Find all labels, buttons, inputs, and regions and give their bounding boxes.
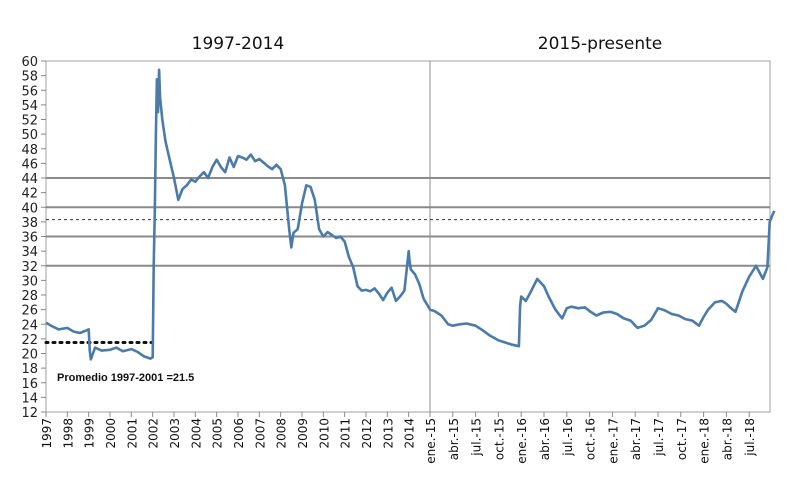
y-tick-label: 52 bbox=[21, 114, 38, 129]
x-tick-label: jul.-18 bbox=[743, 418, 757, 457]
x-tick-label: 1999 bbox=[83, 418, 97, 449]
x-tick-label: abr.-15 bbox=[447, 418, 461, 460]
y-tick-label: 48 bbox=[21, 143, 38, 158]
y-tick-label: 58 bbox=[21, 70, 38, 85]
y-tick-label: 20 bbox=[21, 348, 38, 363]
y-tick-label: 22 bbox=[21, 333, 38, 348]
y-tick-label: 36 bbox=[21, 231, 38, 246]
x-tick-label: abr.-18 bbox=[720, 418, 734, 460]
x-tick-label: 2006 bbox=[232, 418, 246, 449]
x-tick-label: 2012 bbox=[360, 418, 374, 449]
x-tick-label: 2011 bbox=[339, 418, 353, 449]
x-tick-label: oct.-17 bbox=[675, 418, 689, 460]
panel-title-left: 1997-2014 bbox=[192, 34, 285, 54]
x-tick-label: 2001 bbox=[125, 418, 139, 449]
y-axis: 1214161820222426283032343638404244464850… bbox=[21, 55, 46, 421]
x-tick-label: 2008 bbox=[275, 418, 289, 449]
series-line bbox=[45, 68, 776, 361]
y-tick-label: 16 bbox=[21, 377, 38, 392]
y-tick-label: 40 bbox=[21, 201, 38, 216]
y-tick-label: 42 bbox=[21, 187, 38, 202]
average-annotation: Promedio 1997-2001 =21.5 bbox=[57, 372, 194, 384]
y-tick-label: 60 bbox=[21, 55, 38, 70]
x-tick-label: ene.-17 bbox=[606, 418, 620, 464]
x-tick-label: 1998 bbox=[61, 418, 75, 449]
y-tick-label: 44 bbox=[21, 172, 38, 187]
x-tick-label: 2005 bbox=[211, 418, 225, 449]
x-tick-label: abr.-17 bbox=[629, 418, 643, 460]
y-tick-label: 56 bbox=[21, 84, 38, 99]
y-tick-label: 14 bbox=[21, 391, 38, 406]
panel-title-right: 2015-presente bbox=[538, 34, 662, 54]
x-tick-label: jul.-15 bbox=[470, 418, 484, 457]
y-tick-label: 24 bbox=[21, 318, 38, 333]
x-tick-label: 2003 bbox=[168, 418, 182, 449]
y-tick-label: 30 bbox=[21, 274, 38, 289]
x-tick-label: 2004 bbox=[189, 418, 203, 449]
x-tick-label: 2010 bbox=[317, 418, 331, 449]
y-tick-label: 38 bbox=[21, 216, 38, 231]
x-tick-label: 2002 bbox=[147, 418, 161, 449]
x-tick-label: 1997 bbox=[40, 418, 54, 449]
x-tick-label: jul.-16 bbox=[561, 418, 575, 457]
x-tick-label: 2014 bbox=[403, 418, 417, 449]
x-tick-label: ene.-16 bbox=[515, 418, 529, 464]
y-tick-label: 34 bbox=[21, 245, 38, 260]
x-tick-label: abr.-16 bbox=[538, 418, 552, 460]
x-tick-label: oct.-15 bbox=[492, 418, 506, 460]
x-tick-label: jul.-17 bbox=[652, 418, 666, 457]
y-tick-label: 28 bbox=[21, 289, 38, 304]
x-tick-label: 2009 bbox=[296, 418, 310, 449]
y-tick-label: 32 bbox=[21, 260, 38, 275]
y-tick-label: 50 bbox=[21, 128, 38, 143]
y-tick-label: 26 bbox=[21, 304, 38, 319]
x-tick-label: oct.-16 bbox=[584, 418, 598, 460]
y-tick-label: 12 bbox=[21, 406, 38, 421]
y-tick-label: 46 bbox=[21, 157, 38, 172]
x-axis: 1997 1998 1999 2000 2001 2002 2003 2004 2005 2006… bbox=[40, 412, 757, 464]
x-tick-label: ene.-18 bbox=[698, 418, 712, 464]
x-tick-label: 2013 bbox=[381, 418, 395, 449]
y-tick-label: 54 bbox=[21, 99, 38, 114]
y-tick-label: 18 bbox=[21, 362, 38, 377]
x-tick-label: 2000 bbox=[104, 418, 118, 449]
x-tick-label: ene.-15 bbox=[424, 418, 438, 464]
series-lines bbox=[45, 68, 776, 361]
x-tick-label: 2007 bbox=[253, 418, 267, 449]
